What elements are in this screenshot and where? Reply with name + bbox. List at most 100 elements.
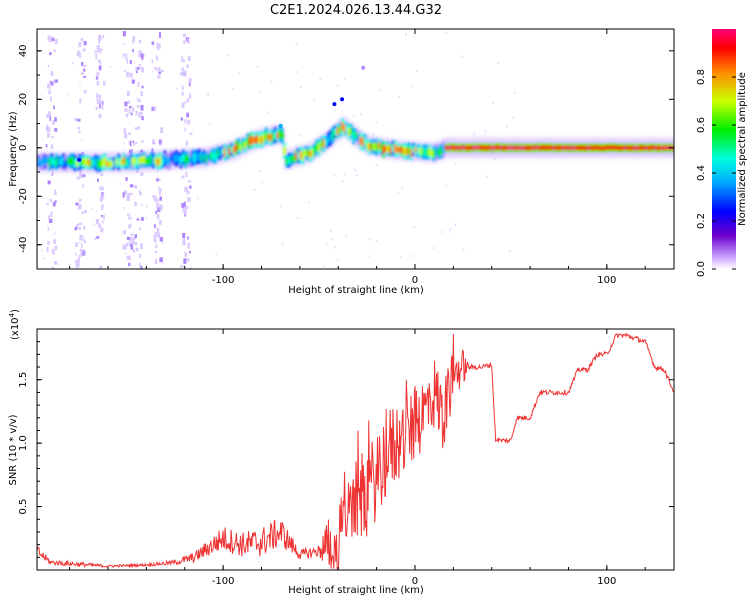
ridge-core bbox=[260, 135, 263, 145]
ridge-core bbox=[287, 156, 291, 165]
ridge-core bbox=[152, 156, 155, 165]
noise-speck bbox=[258, 170, 261, 173]
ridge-core bbox=[483, 145, 487, 150]
noise-speck bbox=[50, 144, 54, 149]
noise-speck bbox=[152, 195, 156, 198]
noise-speck bbox=[154, 259, 158, 265]
ridge-core bbox=[467, 145, 470, 150]
ridge-core bbox=[605, 145, 609, 150]
ridge-core bbox=[253, 136, 256, 144]
ridge-core bbox=[435, 147, 438, 157]
ridge-core bbox=[403, 146, 406, 156]
noise-speck bbox=[155, 68, 158, 71]
ridge-core bbox=[131, 157, 134, 166]
ridge-core bbox=[550, 145, 553, 150]
noise-speck bbox=[100, 173, 104, 177]
spectrogram-blob bbox=[278, 123, 283, 128]
noise-speck bbox=[158, 43, 161, 49]
noise-speck bbox=[181, 56, 184, 59]
ridge-core bbox=[456, 145, 459, 150]
noise-speck bbox=[151, 106, 155, 112]
noise-speck bbox=[152, 139, 156, 144]
noise-speck bbox=[47, 180, 51, 185]
noise-speck bbox=[181, 175, 185, 179]
noise-speck bbox=[81, 249, 84, 252]
ridge-core bbox=[386, 144, 390, 153]
ridge-core bbox=[568, 145, 572, 150]
noise-speck bbox=[158, 71, 162, 74]
noise-speck bbox=[99, 265, 103, 269]
ridge-core bbox=[642, 145, 645, 150]
noise-speck bbox=[49, 34, 52, 37]
ridge-core bbox=[350, 127, 353, 135]
noise-speck bbox=[159, 196, 162, 201]
noise-speck bbox=[100, 214, 103, 218]
noise-speck bbox=[83, 75, 86, 78]
ridge-core bbox=[281, 131, 284, 140]
ridge-core bbox=[301, 152, 305, 161]
ridge-core bbox=[170, 153, 173, 162]
noise-speck bbox=[102, 34, 105, 39]
noise-speck bbox=[50, 81, 53, 84]
noise-speck bbox=[153, 106, 157, 111]
ridge-core bbox=[126, 160, 130, 167]
noise-speck bbox=[132, 248, 136, 253]
ridge-core bbox=[39, 159, 42, 168]
ridge-core bbox=[221, 148, 224, 155]
noise-speck bbox=[122, 53, 125, 58]
ridge-core bbox=[384, 145, 388, 153]
ridge-core bbox=[640, 145, 643, 150]
noise-speck bbox=[138, 39, 142, 44]
ridge-core bbox=[398, 146, 401, 153]
ridge-core bbox=[522, 145, 526, 151]
noise-speck bbox=[46, 114, 50, 118]
noise-speck bbox=[136, 97, 139, 101]
noise-speck bbox=[432, 247, 435, 250]
ridge-core bbox=[499, 145, 503, 150]
noise-speck bbox=[81, 211, 85, 214]
noise-speck bbox=[77, 127, 80, 130]
ridge-core bbox=[225, 148, 229, 157]
noise-speck bbox=[136, 67, 140, 70]
ridge-core bbox=[175, 153, 178, 163]
noise-speck bbox=[77, 50, 81, 56]
ridge-core bbox=[433, 149, 436, 158]
spectrogram-y-tick-label: 40 bbox=[18, 44, 29, 57]
ridge-core bbox=[244, 141, 247, 150]
noise-speck bbox=[96, 45, 100, 50]
ridge-core bbox=[230, 146, 233, 154]
ridge-core bbox=[469, 145, 473, 150]
noise-speck bbox=[52, 249, 55, 255]
noise-speck bbox=[181, 92, 184, 96]
noise-speck bbox=[354, 169, 356, 172]
noise-speck bbox=[344, 77, 346, 80]
noise-speck bbox=[96, 81, 100, 86]
ridge-core bbox=[108, 160, 111, 167]
ridge-core bbox=[331, 130, 335, 140]
ridge-core bbox=[651, 145, 655, 150]
noise-speck bbox=[103, 80, 106, 86]
noise-speck bbox=[153, 239, 157, 243]
ridge-core bbox=[449, 145, 452, 150]
ridge-core bbox=[124, 158, 127, 166]
noise-speck bbox=[159, 220, 162, 225]
ridge-core bbox=[598, 145, 602, 151]
noise-speck bbox=[154, 250, 157, 253]
ridge-core bbox=[628, 145, 632, 151]
noise-speck bbox=[134, 242, 138, 246]
ridge-core bbox=[340, 121, 344, 131]
noise-speck bbox=[183, 40, 186, 45]
noise-speck bbox=[196, 197, 199, 200]
noise-speck bbox=[126, 195, 130, 202]
ridge-core bbox=[407, 145, 411, 155]
noise-speck bbox=[48, 90, 51, 95]
noise-speck bbox=[187, 56, 191, 62]
noise-speck bbox=[50, 70, 54, 76]
noise-speck bbox=[154, 66, 158, 70]
ridge-core bbox=[571, 145, 574, 151]
noise-speck bbox=[145, 217, 148, 220]
ridge-core bbox=[313, 146, 316, 154]
noise-speck bbox=[128, 140, 131, 145]
noise-speck bbox=[154, 224, 156, 229]
colorbar-tick-label: 0.4 bbox=[696, 165, 707, 181]
